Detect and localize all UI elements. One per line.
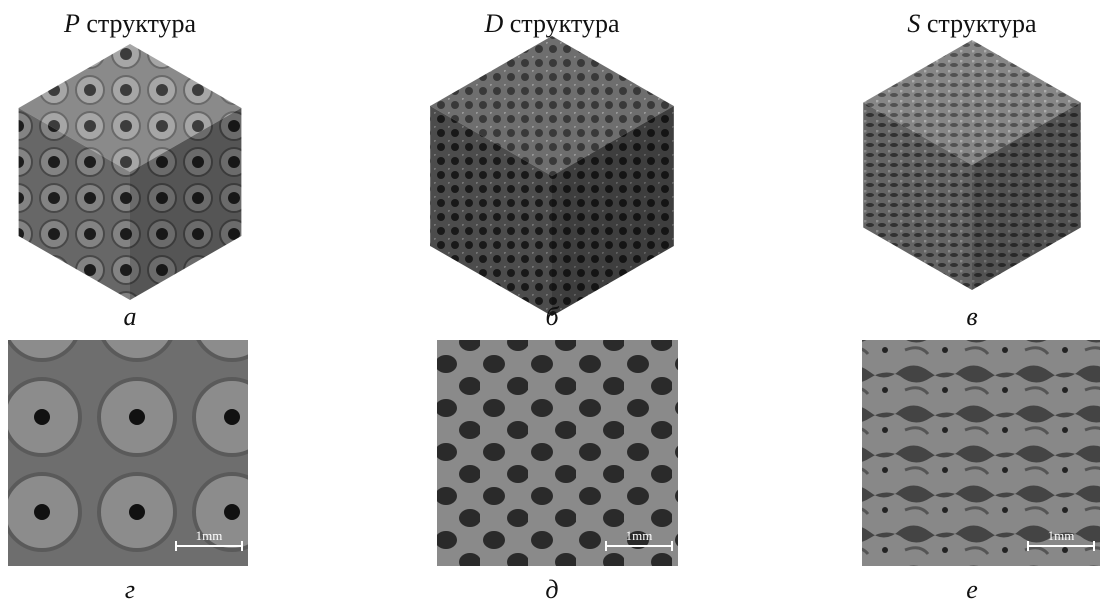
panel-label: г	[125, 575, 135, 604]
structure-word: структура	[86, 9, 196, 38]
scale-label: 1mm	[196, 528, 223, 543]
panel-label: б	[545, 302, 559, 331]
column-title: D структура	[483, 9, 619, 38]
panel-label: д	[545, 575, 558, 604]
figure: P структура а 1mm г D структура б 1mm д S структ…	[0, 0, 1100, 608]
panel-label: а	[124, 302, 137, 331]
structure-word: структура	[927, 9, 1037, 38]
scale-label: 1mm	[1048, 528, 1075, 543]
panel-label: е	[966, 575, 978, 604]
cube-photo	[19, 44, 242, 300]
scale-label: 1mm	[626, 528, 653, 543]
panels: P структура а 1mm г D структура б 1mm д S структ…	[8, 9, 1100, 604]
structure-letter: S	[907, 9, 920, 38]
structure-letter: D	[483, 9, 503, 38]
panel-label: в	[966, 302, 977, 331]
column-title: P структура	[63, 9, 197, 38]
structure-letter: P	[63, 9, 80, 38]
cube-photo	[863, 40, 1081, 290]
column-title: S структура	[907, 9, 1037, 38]
structure-word: структура	[510, 9, 620, 38]
cube-photo	[430, 36, 674, 316]
